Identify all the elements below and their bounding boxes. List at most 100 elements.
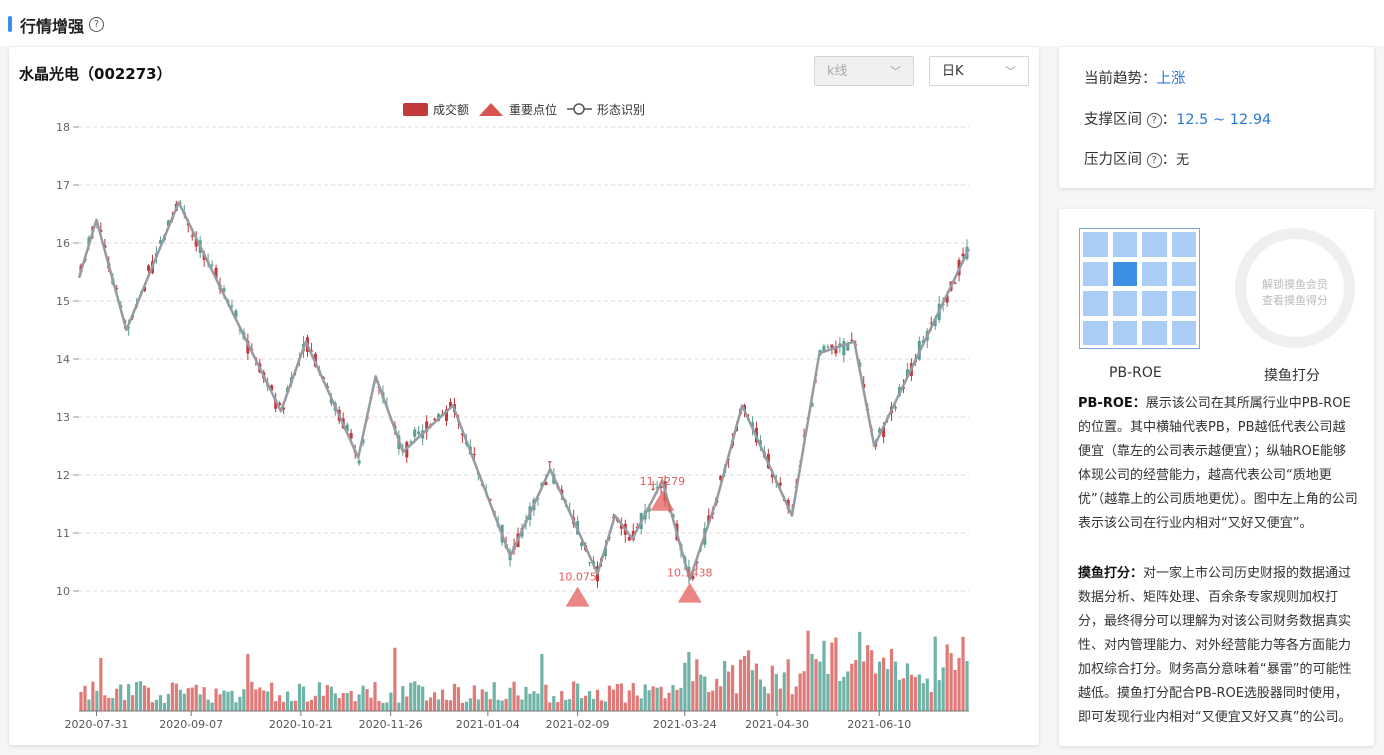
- volume-bar: [822, 640, 826, 711]
- volume-bar: [138, 681, 143, 711]
- volume-bar: [913, 677, 917, 711]
- x-tick-label: 2021-01-04: [456, 718, 520, 731]
- volume-bar: [214, 688, 218, 711]
- stock-name: 水晶光电（002273）: [19, 65, 172, 83]
- volume-bar: [452, 683, 457, 711]
- desc1-title: PB-ROE：: [1078, 396, 1146, 411]
- volume-bar: [627, 690, 631, 711]
- volume-bar: [889, 648, 894, 711]
- volume-bar: [611, 689, 615, 711]
- volume-bar: [238, 696, 242, 711]
- candle-body: [822, 345, 826, 352]
- desc1-body: 展示该公司在其所属行业中PB-ROE的位置。其中横轴代表PB，PB越低代表公司越…: [1078, 396, 1358, 531]
- desc2-title: 摸鱼打分：: [1078, 566, 1144, 581]
- grid-cell: [1083, 232, 1108, 257]
- candle-body: [282, 407, 286, 410]
- grid-cell: [1142, 320, 1167, 345]
- volume-bar: [329, 686, 333, 711]
- kline-chart[interactable]: 成交额 重要点位 形态识别 18 17 16 15 14 13 12 11 10 10.075 1…: [9, 47, 1039, 745]
- legend-pattern-marker: [573, 103, 585, 115]
- volume-bar: [337, 698, 341, 711]
- volume-bar: [595, 689, 600, 711]
- volume-bar: [123, 700, 127, 711]
- pb-roe-grid[interactable]: [1079, 228, 1200, 349]
- y-tick-label: 15: [56, 295, 70, 308]
- volume-bar: [802, 671, 806, 711]
- desc2-body: 对一家上市公司历史财报的数据通过数据分析、矩阵处理、百余条专家规则加权打分，最终…: [1078, 566, 1352, 725]
- volume-bar: [814, 659, 818, 711]
- candle-body: [115, 288, 119, 290]
- candle-body: [413, 429, 417, 437]
- volume-bar: [174, 683, 178, 711]
- volume-bar: [623, 702, 627, 711]
- volume-bar: [417, 685, 421, 711]
- grid-cell: [1171, 291, 1196, 316]
- volume-bar: [464, 701, 468, 711]
- candle-body: [357, 460, 361, 464]
- y-tick-label: 14: [56, 353, 70, 366]
- volume-bar: [909, 674, 913, 711]
- candle-body: [651, 488, 655, 490]
- volume-bar: [663, 698, 667, 711]
- volume-bar: [242, 689, 246, 711]
- candle-body: [99, 230, 103, 233]
- volume-bar: [580, 698, 584, 711]
- volume-bar: [730, 665, 735, 711]
- volume-bar: [226, 691, 230, 711]
- volume-bar: [921, 683, 925, 711]
- pressure-row: 压力区间 ? ：无: [1084, 152, 1190, 168]
- volume-bar: [957, 657, 961, 711]
- question-circle-icon[interactable]: ?: [1146, 152, 1162, 168]
- candle-body: [719, 476, 723, 481]
- volume-bar: [182, 693, 186, 711]
- volume-bar: [524, 686, 528, 711]
- question-circle-icon[interactable]: ?: [1146, 112, 1162, 128]
- candle-body: [166, 220, 170, 226]
- candle-body: [933, 318, 937, 326]
- volume-bar: [476, 699, 480, 711]
- trend-card: 当前趋势：上涨 支撑区间 ? ：12.5 ~ 12.94 压力区间 ? ：无: [1059, 47, 1374, 188]
- volume-bar: [651, 686, 655, 711]
- volume-bar: [838, 681, 842, 711]
- volume-bar: [536, 693, 540, 711]
- volume-bar: [381, 702, 385, 711]
- volume-bar: [806, 630, 810, 711]
- volume-bar: [218, 694, 222, 711]
- volume-bar: [619, 683, 623, 711]
- volume-bar: [460, 702, 465, 711]
- score-donut[interactable]: 解锁摸鱼会员 查看摸鱼得分: [1235, 228, 1355, 348]
- volume-bar: [528, 693, 532, 711]
- pressure-label: 压力区间: [1084, 152, 1142, 168]
- volume-bar: [830, 642, 834, 711]
- candle-body: [929, 322, 933, 324]
- volume-bar: [659, 686, 663, 711]
- y-tick-label: 17: [56, 179, 70, 192]
- grid-cell: [1112, 291, 1137, 316]
- candle-body: [750, 422, 754, 428]
- trend-label: 当前趋势：: [1084, 71, 1157, 87]
- candle-body: [802, 435, 806, 437]
- volume-bar: [333, 693, 337, 711]
- volume-bar: [433, 692, 437, 711]
- volume-bar: [341, 693, 345, 711]
- volume-bar: [357, 694, 361, 711]
- volume-bar: [949, 653, 953, 711]
- period-select[interactable]: 日K ﹀: [929, 56, 1029, 86]
- volume-bar: [99, 657, 103, 711]
- grid-cell: [1142, 291, 1167, 316]
- volume-bar: [901, 678, 906, 711]
- locked-line2: 查看摸鱼得分: [1262, 294, 1328, 307]
- y-tick-label: 18: [56, 121, 70, 134]
- volume-bar: [842, 676, 846, 711]
- volume-bar: [572, 681, 576, 711]
- question-circle-icon[interactable]: ?: [89, 17, 104, 32]
- key-point-triangle: [650, 490, 675, 511]
- volume-bar: [266, 691, 270, 711]
- candle-body: [460, 433, 464, 436]
- volume-bar: [961, 636, 965, 711]
- volume-bar: [774, 673, 778, 711]
- volume-bar: [778, 688, 782, 711]
- volume-bar: [202, 687, 206, 711]
- volume-bar: [556, 701, 560, 711]
- chart-type-select[interactable]: k线 ﹀: [814, 56, 914, 86]
